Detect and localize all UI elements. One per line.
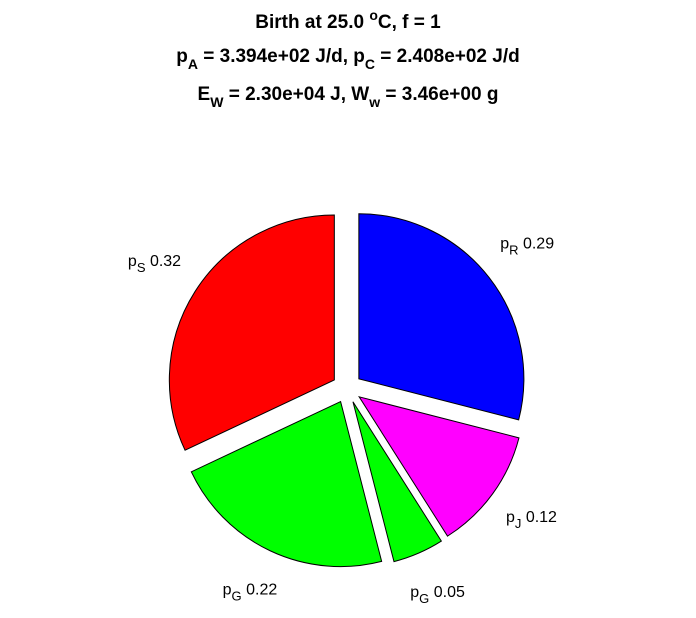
title-line: EW = 2.30e+04 J, Ww = 3.46e+00 g [198, 84, 499, 110]
label-subscript: J [515, 516, 522, 531]
label-subscript: G [232, 588, 242, 603]
title-segment: A [188, 56, 198, 72]
label-symbol: p [500, 235, 509, 252]
label-symbol: p [128, 253, 137, 270]
title-segment: = 3.46e+00 g [380, 84, 498, 105]
label-subscript: S [137, 260, 146, 275]
title-line: pA = 3.394e+02 J/d, pC = 2.408e+02 J/d [176, 46, 519, 72]
title-segment: p [176, 46, 188, 67]
title-segment: W [210, 94, 224, 110]
label-value: 0.12 [526, 509, 557, 526]
slice-label: pS 0.32 [128, 253, 181, 275]
pie-slice [168, 214, 335, 451]
title-segment: w [368, 94, 380, 110]
label-value: 0.05 [434, 584, 465, 601]
label-symbol: p [506, 509, 515, 526]
slice-label: pJ 0.12 [506, 509, 557, 531]
slice-label: pG 0.22 [223, 581, 278, 603]
pie-slice [358, 396, 520, 537]
title-segment: C [365, 56, 375, 72]
label-subscript: R [509, 242, 518, 257]
title-segment: = 2.30e+04 J, W [223, 84, 369, 105]
title-segment: o [369, 7, 378, 23]
label-value: 0.32 [150, 253, 181, 270]
title-line: Birth at 25.0 oC, f = 1 [255, 7, 441, 33]
pie-slice [352, 401, 443, 563]
title-segment: = 3.394e+02 J/d, p [198, 46, 365, 67]
title-segment: C, f = 1 [378, 12, 441, 33]
slice-label: pG 0.05 [410, 584, 465, 606]
label-subscript: G [419, 591, 429, 606]
slice-label: pR 0.29 [500, 235, 554, 257]
label-symbol: p [410, 584, 419, 601]
title-segment: Birth at 25.0 [255, 12, 369, 33]
pie-slice [358, 213, 525, 421]
label-value: 0.22 [246, 581, 277, 598]
label-symbol: p [223, 581, 232, 598]
label-value: 0.29 [523, 235, 554, 252]
title-segment: E [198, 84, 211, 105]
title-segment: = 2.408e+02 J/d [375, 46, 520, 67]
pie-slice [190, 400, 383, 568]
